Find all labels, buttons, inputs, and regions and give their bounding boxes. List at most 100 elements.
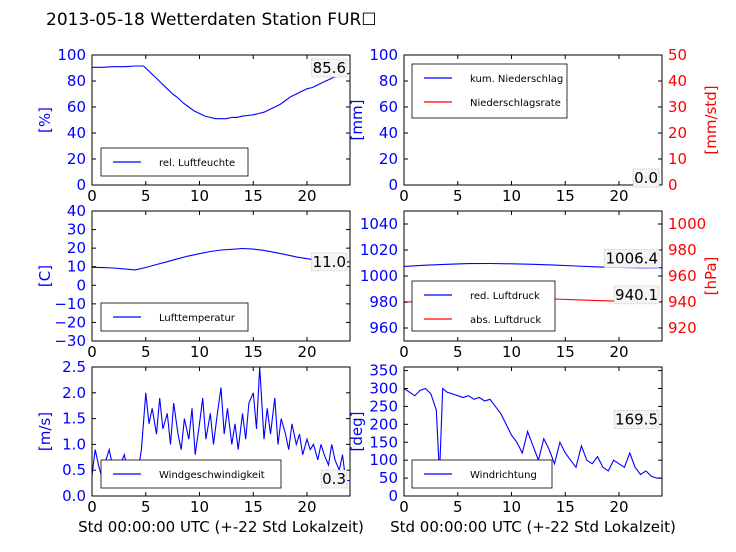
plot-frame-precipitation <box>403 54 663 186</box>
y-tick-label: 150 <box>369 433 398 451</box>
figure-title: 2013-05-18 Wetterdaten Station FUR☐ <box>46 10 377 30</box>
value-annotation: 1006.4 <box>606 250 659 268</box>
y-tick-label: 100 <box>369 46 398 64</box>
x-tick-label: 0 <box>87 498 97 516</box>
y-tick-label: 100 <box>57 46 86 64</box>
panel-humidity: 0 5 10 15 20 0 20 40 60 80 100 [%] rel. Luftfeuchte 8… <box>36 46 351 205</box>
x-axis-label: Std 00:00:00 UTC (+-22 Std Lokalzeit) <box>78 518 364 536</box>
plot-frame-temperature <box>91 210 351 342</box>
value-annotation: 0.3 <box>322 470 346 488</box>
x-tick-label: 10 <box>190 343 209 361</box>
y2-tick-label: 940 <box>668 293 697 311</box>
legend-label: Windgeschwindigkeit <box>159 470 265 481</box>
y-tick-label: 40 <box>67 202 86 220</box>
x-tick-label: 5 <box>453 498 463 516</box>
y-tick-label: 0 <box>76 176 86 194</box>
value-annotation: 0.0 <box>634 169 658 187</box>
panel-temperature: 0 5 10 15 20−30−20−10010203040[C]Lufttempera… <box>36 202 351 361</box>
y-tick-label: 40 <box>67 124 86 142</box>
legend-label: abs. Luftdruck <box>470 315 541 326</box>
y-tick-label: 80 <box>67 72 86 90</box>
value-annotation-box <box>311 252 348 272</box>
y-tick-label: 2.5 <box>62 358 86 376</box>
y-tick-label: −20 <box>54 313 86 331</box>
y2-tick-label: 920 <box>668 319 697 337</box>
y-tick-label: 1.5 <box>62 410 86 428</box>
y-tick-label: −30 <box>54 332 86 350</box>
x-tick-label: 15 <box>556 187 575 205</box>
y-tick-label: 1020 <box>360 241 398 259</box>
x-tick-label: 20 <box>609 187 628 205</box>
y2-tick-label: 980 <box>668 241 697 259</box>
value-annotation-box <box>613 410 660 429</box>
value-annotation-box <box>632 168 660 188</box>
y-axis-label: [deg] <box>348 412 366 452</box>
y2-axis-label: [mm/std] <box>702 85 720 154</box>
x-tick-label: 15 <box>556 343 575 361</box>
y2-tick-label: 960 <box>668 267 697 285</box>
x-tick-label: 0 <box>399 498 409 516</box>
y-tick-label: −10 <box>54 295 86 313</box>
x-tick-label: 20 <box>297 343 316 361</box>
y2-tick-label: 40 <box>668 72 687 90</box>
y-tick-label: 0 <box>388 176 398 194</box>
y-tick-label: 980 <box>369 293 398 311</box>
series-line-humidity-0 <box>92 65 351 120</box>
x-tick-label: 10 <box>502 343 521 361</box>
y-tick-label: 200 <box>369 415 398 433</box>
series-line-winddirection-0 <box>403 387 662 479</box>
y-tick-label: 20 <box>67 150 86 168</box>
x-tick-label: 15 <box>244 343 263 361</box>
x-tick-label: 15 <box>244 187 263 205</box>
y-tick-label: 2.0 <box>62 384 86 402</box>
x-tick-label: 5 <box>453 343 463 361</box>
y-tick-label: 0.0 <box>62 487 86 505</box>
x-tick-label: 20 <box>297 187 316 205</box>
x-tick-label: 10 <box>502 498 521 516</box>
y-tick-label: 30 <box>67 221 86 239</box>
y-tick-label: 40 <box>379 124 398 142</box>
x-tick-label: 20 <box>609 498 628 516</box>
y-tick-label: 300 <box>369 380 398 398</box>
plot-frame-windspeed <box>91 366 351 497</box>
x-axis-label: Std 00:00:00 UTC (+-22 Std Lokalzeit) <box>390 518 676 536</box>
y2-tick-label: 20 <box>668 124 687 142</box>
y2-tick-label: 0 <box>668 176 678 194</box>
y-tick-label: 250 <box>369 397 398 415</box>
x-tick-label: 5 <box>141 498 151 516</box>
y-tick-label: 60 <box>379 98 398 116</box>
x-tick-label: 10 <box>190 187 209 205</box>
legend-label: Lufttemperatur <box>159 313 236 324</box>
x-tick-label: 0 <box>87 187 97 205</box>
y-tick-label: 80 <box>379 72 398 90</box>
plot-frame-humidity <box>91 54 351 186</box>
legend-label: Niederschlagsrate <box>470 98 561 109</box>
y-tick-label: 1.0 <box>62 435 86 453</box>
y-tick-label: 1040 <box>360 215 398 233</box>
y-tick-label: 0 <box>388 487 398 505</box>
y2-tick-label: 10 <box>668 150 687 168</box>
legend-label: red. Luftdruck <box>470 291 540 302</box>
y-tick-label: 960 <box>369 319 398 337</box>
value-annotation: 85.6 <box>313 59 346 77</box>
y-axis-label: [m/s] <box>36 412 54 451</box>
x-tick-label: 20 <box>609 343 628 361</box>
y-tick-label: 20 <box>379 150 398 168</box>
y-tick-label: 60 <box>67 98 86 116</box>
legend-box-pressure <box>411 280 556 332</box>
value-annotation: 169.5 <box>615 410 658 428</box>
value-annotation: 11.0 <box>313 253 346 271</box>
y-tick-label: 0.5 <box>62 461 86 479</box>
y-tick-label: 20 <box>67 239 86 257</box>
value-annotation-box <box>613 285 660 305</box>
value-annotation-box <box>320 469 348 489</box>
y2-tick-label: 30 <box>668 98 687 116</box>
x-tick-label: 10 <box>502 187 521 205</box>
x-tick-label: 15 <box>556 498 575 516</box>
x-tick-label: 0 <box>87 343 97 361</box>
x-tick-label: 20 <box>297 498 316 516</box>
x-tick-label: 15 <box>244 498 263 516</box>
panel-windspeed: 0 5 10 15 20 0.0 0.5 1.0 1.5 2.0 2.5 [m/s] Std 00:00… <box>36 358 364 536</box>
